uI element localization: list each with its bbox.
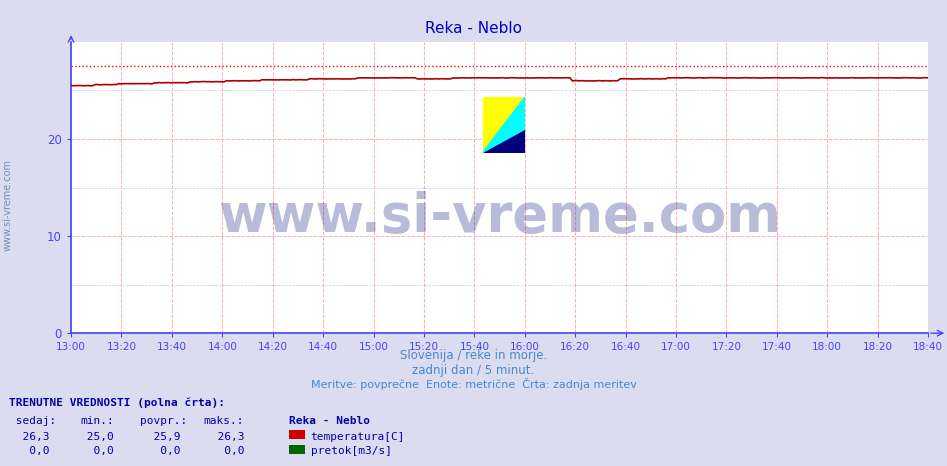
Text: 25,9: 25,9	[140, 432, 181, 442]
Text: 0,0: 0,0	[204, 446, 244, 456]
Polygon shape	[483, 130, 526, 153]
Text: 0,0: 0,0	[140, 446, 181, 456]
Text: zadnji dan / 5 minut.: zadnji dan / 5 minut.	[412, 364, 535, 377]
Text: sedaj:: sedaj:	[9, 416, 57, 425]
Text: 26,3: 26,3	[204, 432, 244, 442]
Text: Meritve: povprečne  Enote: metrične  Črta: zadnja meritev: Meritve: povprečne Enote: metrične Črta:…	[311, 378, 636, 391]
Text: 26,3: 26,3	[9, 432, 50, 442]
Text: povpr.:: povpr.:	[140, 416, 188, 425]
Text: maks.:: maks.:	[204, 416, 244, 425]
Text: www.si-vreme.com: www.si-vreme.com	[218, 191, 781, 243]
Text: Slovenija / reke in morje.: Slovenija / reke in morje.	[400, 350, 547, 363]
Text: min.:: min.:	[80, 416, 115, 425]
Text: 25,0: 25,0	[80, 432, 115, 442]
Text: temperatura[C]: temperatura[C]	[311, 432, 405, 442]
Polygon shape	[483, 97, 526, 153]
Text: Reka - Neblo: Reka - Neblo	[425, 21, 522, 36]
Text: TRENUTNE VREDNOSTI (polna črta):: TRENUTNE VREDNOSTI (polna črta):	[9, 397, 225, 408]
Text: pretok[m3/s]: pretok[m3/s]	[311, 446, 392, 456]
Text: 0,0: 0,0	[80, 446, 115, 456]
Text: 0,0: 0,0	[9, 446, 50, 456]
Polygon shape	[483, 97, 526, 153]
Text: Reka - Neblo: Reka - Neblo	[289, 416, 370, 425]
Text: www.si-vreme.com: www.si-vreme.com	[3, 159, 12, 251]
